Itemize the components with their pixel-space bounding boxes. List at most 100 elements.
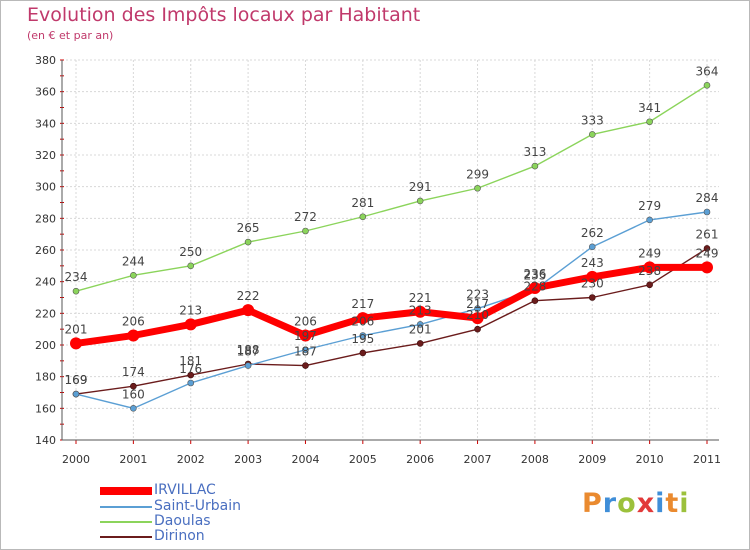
- data-label-irvillac: 249: [638, 246, 661, 260]
- data-point-dirinon: [474, 325, 481, 333]
- data-point-dirinon: [359, 349, 367, 357]
- data-label-saint-urbain: 160: [122, 387, 145, 401]
- data-label-dirinon: 174: [122, 365, 145, 379]
- data-label-dirinon: 201: [409, 322, 432, 336]
- data-label-irvillac: 213: [179, 303, 202, 317]
- data-point-saint-urbain: [130, 405, 137, 412]
- data-point-irvillac: [299, 329, 312, 342]
- data-point-saint-urbain: [72, 390, 80, 398]
- logo-letter: i: [679, 488, 690, 519]
- y-tick-label: 260: [35, 244, 56, 257]
- logo-letter: o: [617, 488, 637, 519]
- data-label-daoulas: 341: [638, 101, 661, 115]
- data-point-dirinon: [187, 371, 195, 379]
- y-tick-label: 340: [35, 117, 56, 130]
- y-tick-label: 200: [35, 339, 56, 352]
- data-label-saint-urbain: 284: [696, 191, 719, 205]
- y-tick-label: 240: [35, 276, 56, 289]
- data-label-dirinon: 188: [237, 343, 260, 357]
- data-point-dirinon: [416, 340, 424, 347]
- x-tick-label: 2003: [234, 453, 262, 466]
- y-tick-label: 180: [35, 371, 56, 384]
- x-tick-label: 2010: [636, 453, 664, 466]
- data-point-daoulas: [588, 131, 596, 138]
- data-point-daoulas: [703, 82, 711, 89]
- legend-label-saint-urbain: Saint-Urbain: [154, 498, 242, 514]
- x-tick-label: 2000: [62, 453, 90, 466]
- data-point-saint-urbain: [302, 346, 309, 354]
- data-label-saint-urbain: 223: [466, 288, 489, 302]
- data-label-irvillac: 221: [409, 291, 432, 305]
- data-point-dirinon: [703, 245, 711, 252]
- data-label-saint-urbain: 206: [351, 315, 374, 329]
- x-tick-label: 2006: [406, 453, 434, 466]
- series-line-daoulas: [75, 84, 708, 292]
- legend-label-dirinon: Dirinon: [154, 528, 205, 544]
- data-point-irvillac: [414, 305, 427, 318]
- data-point-daoulas: [244, 238, 252, 246]
- data-label-daoulas: 281: [351, 196, 374, 210]
- legend-swatch-saint-urbain: [100, 506, 152, 508]
- data-label-daoulas: 291: [409, 180, 432, 194]
- data-point-dirinon: [588, 294, 596, 301]
- data-label-saint-urbain: 262: [581, 226, 604, 240]
- data-point-daoulas: [646, 118, 653, 126]
- data-label-daoulas: 333: [581, 113, 604, 127]
- data-label-saint-urbain: 169: [65, 373, 88, 387]
- data-label-saint-urbain: 197: [294, 329, 317, 343]
- y-tick-label: 160: [35, 402, 56, 415]
- data-point-dirinon: [646, 281, 653, 289]
- data-point-saint-urbain: [474, 305, 481, 312]
- data-label-daoulas: 250: [179, 245, 202, 259]
- data-label-dirinon: 195: [351, 332, 374, 346]
- x-tick-label: 2007: [464, 453, 492, 466]
- data-label-irvillac: 217: [351, 297, 374, 311]
- data-label-dirinon: 230: [581, 277, 604, 291]
- data-label-saint-urbain: 235: [523, 269, 546, 283]
- y-tick-label: 360: [35, 86, 56, 99]
- x-tick-label: 2002: [177, 453, 205, 466]
- data-point-irvillac: [643, 261, 656, 274]
- data-point-saint-urbain: [416, 321, 424, 328]
- data-label-daoulas: 272: [294, 210, 317, 224]
- data-label-irvillac: 217: [466, 297, 489, 311]
- data-label-saint-urbain: 279: [638, 199, 661, 213]
- logo-letter: r: [602, 488, 618, 519]
- data-point-daoulas: [187, 262, 195, 270]
- data-label-saint-urbain: 213: [409, 303, 432, 317]
- data-point-dirinon: [130, 382, 137, 390]
- series-line-irvillac: [72, 263, 711, 347]
- series-line-dirinon: [75, 247, 708, 395]
- data-point-daoulas: [474, 184, 481, 192]
- logo-letter: t: [665, 488, 680, 519]
- data-label-daoulas: 244: [122, 254, 145, 268]
- data-label-dirinon: 181: [179, 354, 202, 368]
- y-tick-label: 220: [35, 307, 56, 320]
- proxiti-logo: Proxiti: [582, 488, 690, 519]
- y-tick-label: 300: [35, 181, 56, 194]
- legend-swatch-irvillac: [100, 487, 152, 495]
- legend-label-irvillac: IRVILLAC: [154, 482, 216, 498]
- legend-swatch-dirinon: [100, 536, 152, 538]
- logo-letter: x: [636, 488, 656, 519]
- data-point-daoulas: [531, 162, 539, 170]
- data-point-saint-urbain: [244, 362, 252, 369]
- y-tick-label: 320: [35, 149, 56, 162]
- data-point-irvillac: [356, 312, 369, 325]
- line-chart: 140 160 180 200 220 240 260 280 300 320 340 360 380 2…: [35, 54, 721, 466]
- data-label-irvillac: 222: [237, 289, 260, 303]
- data-label-daoulas: 234: [65, 270, 88, 284]
- data-label-daoulas: 364: [696, 64, 719, 78]
- data-label-dirinon: 238: [638, 264, 661, 278]
- data-point-daoulas: [416, 197, 424, 205]
- data-label-dirinon: 228: [523, 280, 546, 294]
- y-tick-label: 140: [35, 434, 56, 447]
- chart-subtitle: (en € et par an): [27, 29, 114, 42]
- data-point-daoulas: [302, 227, 309, 235]
- data-point-daoulas: [72, 287, 80, 295]
- data-point-saint-urbain: [588, 243, 596, 251]
- data-label-saint-urbain: 176: [179, 362, 202, 376]
- data-label-daoulas: 265: [237, 221, 260, 235]
- data-label-saint-urbain: 187: [237, 345, 260, 359]
- x-tick-label: 2004: [291, 453, 319, 466]
